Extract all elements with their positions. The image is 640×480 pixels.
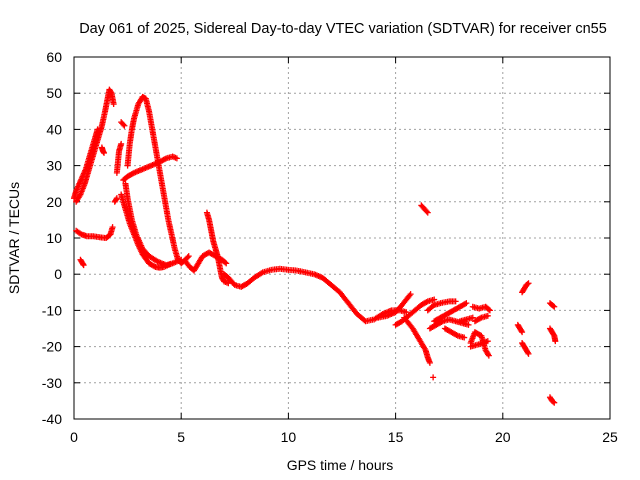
data-point: [469, 314, 476, 321]
data-point: [184, 254, 191, 261]
data-point: [161, 156, 168, 163]
data-point: [222, 259, 229, 266]
data-point: [120, 121, 127, 128]
data-point: [407, 291, 414, 298]
data-point: [438, 318, 445, 325]
data-point: [525, 350, 532, 357]
y-tick-label: 0: [54, 266, 62, 282]
x-tick-label: 0: [70, 429, 78, 445]
data-point: [461, 334, 468, 341]
data-point: [453, 332, 460, 339]
data-point: [463, 300, 470, 307]
data-point: [403, 309, 410, 316]
data-point: [550, 302, 557, 309]
axis-ticks: 0 5 10 15 20 25 -40 -30 -20 -10 0 10 20 30 40 50 60: [42, 49, 618, 445]
y-tick-label: 20: [46, 194, 62, 210]
data-point: [113, 196, 120, 203]
x-tick-label: 5: [177, 429, 185, 445]
data-point: [552, 338, 559, 345]
y-axis-label: SDTVAR / TECUs: [6, 182, 22, 294]
data-point: [110, 101, 117, 108]
data-point: [426, 359, 433, 366]
grid-lines: [74, 57, 610, 419]
y-tick-label: -10: [42, 302, 62, 318]
y-tick-label: 30: [46, 158, 62, 174]
data-point: [551, 399, 558, 406]
y-tick-label: 60: [46, 49, 62, 65]
data-point: [518, 327, 525, 334]
data-point: [118, 140, 125, 147]
y-tick-label: -40: [42, 411, 62, 427]
data-point: [431, 296, 438, 303]
data-point: [129, 170, 136, 177]
y-tick-label: -20: [42, 339, 62, 355]
x-axis-label: GPS time / hours: [287, 457, 394, 473]
y-tick-label: 10: [46, 230, 62, 246]
x-tick-label: 20: [495, 429, 511, 445]
data-point: [525, 280, 532, 287]
x-tick-label: 25: [602, 429, 618, 445]
data-point: [121, 122, 128, 129]
data-point: [113, 195, 120, 202]
data-points: [71, 86, 559, 406]
chart-title: Day 061 of 2025, Sidereal Day-to-day VTE…: [79, 21, 607, 37]
data-point: [485, 306, 492, 313]
data-point: [80, 262, 87, 269]
data-point: [486, 307, 493, 314]
data-point: [551, 303, 558, 310]
data-point: [101, 149, 108, 156]
data-point: [462, 300, 469, 307]
data-point: [519, 329, 526, 336]
data-point: [485, 352, 492, 359]
x-tick-label: 10: [281, 429, 297, 445]
data-point: [484, 312, 491, 319]
y-tick-label: 50: [46, 85, 62, 101]
data-point: [423, 208, 430, 215]
data-point: [109, 224, 116, 231]
data-point: [423, 299, 430, 306]
data-point: [452, 298, 459, 305]
data-point: [477, 315, 484, 322]
data-point: [107, 88, 114, 95]
y-tick-label: 40: [46, 121, 62, 137]
y-tick-label: -30: [42, 375, 62, 391]
data-point: [151, 263, 158, 270]
data-point: [484, 338, 491, 345]
data-point: [223, 260, 230, 267]
data-point: [173, 155, 180, 162]
data-point: [550, 398, 557, 405]
data-point: [185, 253, 192, 260]
data-point: [524, 349, 531, 356]
data-point: [524, 281, 531, 288]
x-tick-label: 15: [388, 429, 404, 445]
data-point: [424, 209, 431, 216]
data-point: [430, 374, 437, 381]
data-point: [465, 321, 472, 328]
